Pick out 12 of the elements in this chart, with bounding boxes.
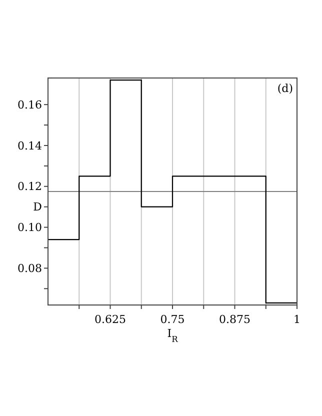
x-axis-title: I$_{R}$ <box>167 327 179 344</box>
y-tick-label: D <box>33 200 42 214</box>
y-tick-label: 0.14 <box>18 139 42 152</box>
annotation: (d) <box>277 82 293 95</box>
x-tick-label: 1 <box>294 313 300 326</box>
y-tick-label: 0.10 <box>18 221 42 234</box>
x-tick-label: 0.875 <box>219 313 250 326</box>
y-tick-label: 0.08 <box>18 262 42 276</box>
x-tick-label: 0.625 <box>94 313 126 326</box>
x-tick-label: 0.75 <box>160 313 185 326</box>
y-tick-label: 0.16 <box>18 98 42 112</box>
y-tick-label: 0.12 <box>18 180 42 194</box>
